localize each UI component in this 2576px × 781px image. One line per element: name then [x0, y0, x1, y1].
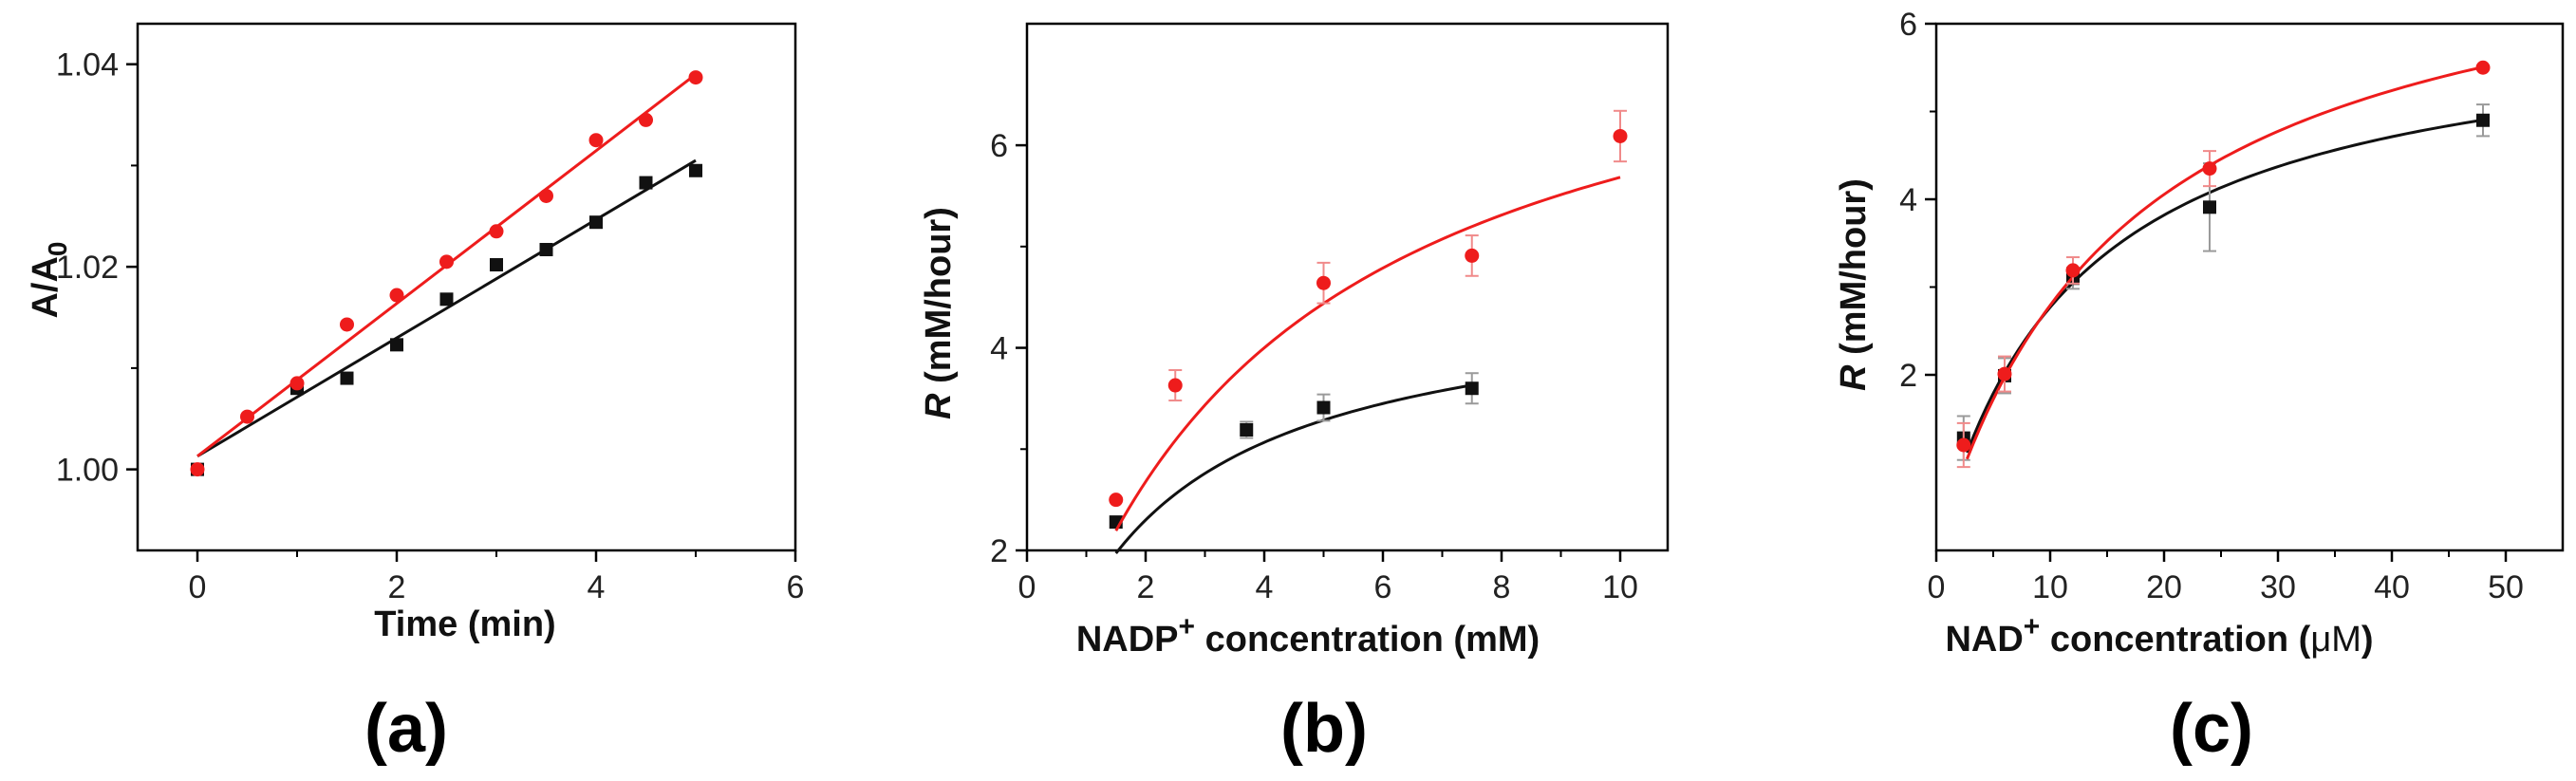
panel-a: 0 2 4 61.001.021.04 Time (min) A/A0 (a) — [26, 22, 805, 767]
panel-c-point-red — [2202, 161, 2217, 177]
panel-c-y-tick-label: 4 — [1899, 182, 1917, 218]
panel-c-x-tick-label: 0 — [1928, 569, 1946, 605]
panel-a-x-axis-title: Time (min) — [374, 604, 555, 644]
panel-c-label: (c) — [2170, 691, 2253, 767]
panel-c-x-axis-title-close: ) — [2361, 620, 2374, 660]
panel-a-point-red — [588, 133, 604, 148]
panel-c-y-axis-title: R (mM/hour) — [1834, 178, 1874, 391]
panel-c: 0 10 20 30 40 50 2 4 6 NAD+ concentration (μM) R… — [1834, 7, 2565, 767]
panel-b-x-tick-label: 8 — [1493, 569, 1511, 605]
panel-a-label: (a) — [364, 691, 448, 767]
panel-c-x-axis-title: NAD+ concentration (μM) — [1945, 611, 2373, 660]
panel-b-label: (b) — [1280, 691, 1368, 767]
panel-c-y-tick-label: 6 — [1899, 7, 1917, 43]
panel-a-point-red — [639, 112, 653, 127]
panel-c-x-tick-label: 10 — [2032, 569, 2068, 605]
panel-a-y-axis-title-sub: 0 — [43, 241, 72, 256]
panel-b-x-tick-label: 6 — [1374, 569, 1392, 605]
panel-b-y-tick-label: 4 — [990, 331, 1008, 367]
panel-a-x-tick-label: 2 — [388, 569, 406, 605]
panel-c-x-tick-label: 30 — [2260, 569, 2296, 605]
panel-c-x-tick-label: 20 — [2146, 569, 2182, 605]
panel-a-point-red — [240, 409, 254, 424]
panel-c-x-axis-title-unit: μM — [2310, 620, 2361, 660]
panel-b-point-red — [1613, 128, 1628, 143]
panel-c-x-axis-title-pre: NAD — [1945, 620, 2023, 660]
panel-b-point-red — [1109, 493, 1124, 508]
panel-b-y-tick-label: 2 — [990, 533, 1008, 569]
panel-c-y-axis-title-rest: (mM/hour) — [1834, 178, 1874, 364]
panel-a-point-black — [639, 176, 653, 190]
panel-a-point-red — [688, 70, 703, 85]
panel-a-point-black — [340, 371, 354, 385]
panel-a-y-tick-label: 1.04 — [56, 47, 119, 84]
panel-a-x-tick-label: 4 — [588, 569, 606, 605]
panel-b-frame — [1025, 22, 1670, 552]
panel-b-fit-line-black — [1114, 383, 1473, 554]
panel-a-point-red — [389, 288, 404, 303]
panel-b-point-red — [1316, 275, 1331, 290]
panel-a-point-black — [589, 215, 603, 230]
panel-c-x-axis-title-sup: + — [2024, 611, 2041, 642]
panel-c-point-red — [1997, 366, 2012, 381]
panel-b-y-tick-label: 6 — [990, 128, 1008, 164]
panel-b-fit-line-red — [1114, 176, 1621, 531]
panel-c-point-black — [2476, 113, 2490, 127]
panel-b-x-axis-title-pre: NADP — [1076, 620, 1179, 660]
panel-b-point-red — [1465, 248, 1480, 263]
panel-c-point-red — [2475, 60, 2491, 75]
panel-b-x-tick-label: 4 — [1256, 569, 1274, 605]
panel-b-x-axis-title-post: concentration (mM) — [1195, 620, 1540, 660]
panel-a-x-tick-label: 6 — [787, 569, 805, 605]
panel-c-fit-line-black — [1966, 118, 2484, 454]
panel-b-y-axis-title-italic: R — [919, 393, 959, 419]
panel-a-point-red — [489, 224, 504, 239]
panel-c-y-tick-label: 2 — [1899, 358, 1917, 394]
panel-a-x-tick-label: 0 — [189, 569, 207, 605]
panel-a-fit-line-black — [196, 158, 697, 458]
panel-a-point-black — [439, 292, 454, 307]
panel-b-x-tick-label: 10 — [1602, 569, 1638, 605]
panel-a-point-red — [439, 254, 454, 270]
panel-c-point-red — [1956, 437, 1971, 453]
panel-a-point-red — [190, 462, 205, 477]
panel-a-y-tick-label: 1.00 — [56, 453, 119, 489]
panel-a-point-red — [539, 188, 553, 203]
panel-c-frame — [1934, 22, 2565, 552]
panel-a-point-black — [689, 163, 702, 177]
panel-a-point-black — [490, 258, 503, 272]
panel-b-point-black — [1240, 422, 1254, 437]
panel-b-y-axis-title: R (mM/hour) — [919, 207, 959, 419]
panel-b-x-tick-label: 0 — [1018, 569, 1036, 605]
panel-a-point-black — [390, 338, 403, 352]
panel-b-point-red — [1167, 378, 1183, 393]
panel-b-x-tick-label: 2 — [1137, 569, 1155, 605]
panel-b-point-black — [1465, 381, 1479, 396]
panel-b-x-axis-title: NADP+ concentration (mM) — [1076, 611, 1540, 660]
panel-a-y-tick-label: 1.02 — [56, 250, 119, 286]
panel-b-y-axis-title-rest: (mM/hour) — [919, 207, 959, 393]
panel-c-x-tick-label: 50 — [2488, 569, 2524, 605]
panel-a-point-red — [340, 317, 354, 332]
panel-b-point-black — [1316, 400, 1331, 415]
panel-c-x-tick-label: 40 — [2374, 569, 2410, 605]
panel-c-fit-line-red — [1966, 65, 2484, 460]
panel-a-plot: 0 2 4 6 1.00 1.02 1.04 — [56, 22, 805, 605]
panel-c-point-red — [2065, 263, 2081, 278]
panel-a-y-axis-title: A/A0 — [26, 241, 72, 318]
panel-c-point-black — [2203, 200, 2216, 214]
panel-b-x-axis-title-sup: + — [1179, 611, 1196, 642]
panel-a-y-axis-title-main: A/A — [26, 256, 65, 318]
panel-a-frame — [136, 22, 797, 552]
panel-c-y-axis-title-italic: R — [1834, 364, 1874, 391]
panel-a-point-black — [539, 243, 553, 257]
panel-c-x-axis-title-post: concentration ( — [2040, 620, 2310, 660]
panel-c-plot: 0 10 20 30 40 50 2 4 6 — [1899, 7, 2565, 605]
panel-a-point-red — [289, 376, 305, 391]
